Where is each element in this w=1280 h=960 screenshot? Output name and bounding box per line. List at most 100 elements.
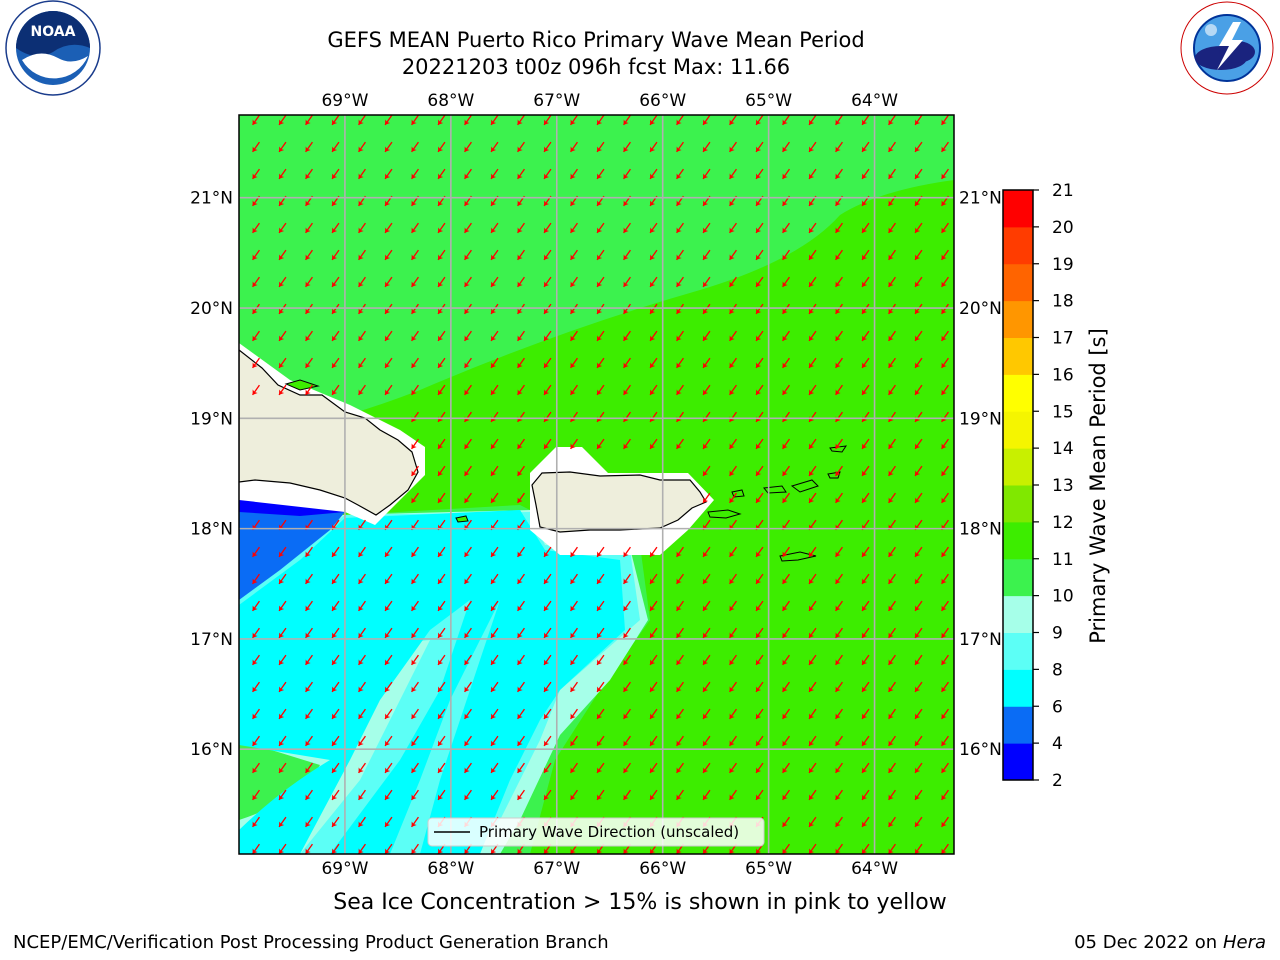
wave-arrow [570, 681, 578, 693]
wave-arrow [835, 141, 843, 153]
wave-arrow [331, 573, 340, 585]
lat-tick-label-right: 20°N [959, 299, 1002, 319]
wave-arrow [623, 681, 631, 693]
wave-arrow [729, 411, 737, 423]
wave-arrow [835, 492, 843, 504]
wave-arrow [914, 735, 923, 747]
wave-arrow [914, 546, 923, 558]
wave-arrow [888, 276, 896, 288]
wave-arrow [331, 249, 340, 261]
wave-arrow [490, 115, 499, 126]
lat-tick-label-left: 16°N [190, 740, 233, 760]
wave-arrow [384, 276, 393, 288]
wave-arrow [623, 762, 631, 774]
wave-arrow [570, 600, 578, 612]
wave-arrow [941, 141, 949, 153]
wave-arrow [252, 303, 260, 315]
wave-arrow [649, 708, 658, 720]
wave-arrow [623, 222, 631, 234]
wave-arrow [941, 816, 949, 828]
wave-arrow [835, 411, 843, 423]
wave-arrow [808, 573, 817, 585]
colorbar-tick-label: 15 [1052, 402, 1074, 422]
wave-arrow [437, 249, 446, 261]
wave-arrow [861, 276, 870, 288]
land-hispaniola [239, 349, 419, 516]
wave-arrow [808, 681, 817, 693]
wave-arrow [517, 249, 525, 261]
wave-arrow [278, 762, 287, 774]
wave-arrow [278, 708, 287, 720]
wave-arrow [517, 222, 525, 234]
lat-tick-label-right: 18°N [959, 520, 1002, 540]
wave-arrow [543, 573, 552, 585]
wave-arrow [888, 492, 896, 504]
wave-arrow [464, 303, 472, 315]
wave-arrow [384, 357, 393, 369]
wave-arrow [702, 627, 711, 639]
wave-arrow [702, 141, 711, 153]
wave-arrow [358, 222, 366, 234]
wave-arrow [543, 115, 552, 126]
wave-arrow [517, 384, 525, 396]
wave-arrow [702, 546, 711, 558]
colorbar-swatch [1003, 558, 1033, 597]
wave-arrow [782, 168, 790, 180]
wave-arrow [676, 222, 684, 234]
wave-arrow [517, 357, 525, 369]
wave-arrow [464, 330, 472, 342]
wave-arrow [808, 546, 817, 558]
wave-arrow [278, 735, 287, 747]
wave-arrow [490, 708, 499, 720]
wave-arrow [623, 546, 631, 558]
wave-arrow [384, 573, 393, 585]
wave-arrow [252, 816, 260, 828]
wave-arrow [543, 330, 552, 342]
wave-arrow [729, 357, 737, 369]
wave-arrow [358, 681, 366, 693]
wave-arrow [278, 222, 287, 234]
colorbar-swatch [1003, 190, 1033, 228]
wave-arrow [517, 789, 525, 801]
wave-arrow [437, 303, 446, 315]
wave-arrow [305, 789, 313, 801]
wave-arrow [861, 546, 870, 558]
island-anegada [829, 445, 848, 453]
wave-arrow [358, 762, 366, 774]
wave-arrow [437, 141, 446, 153]
wave-arrow [490, 600, 499, 612]
wave-arrow [517, 546, 525, 558]
wave-arrow [596, 735, 605, 747]
wave-arrow [914, 357, 923, 369]
wave-arrow [570, 654, 578, 666]
wave-arrow [676, 249, 684, 261]
wave-arrow [676, 276, 684, 288]
wave-arrow [914, 115, 923, 126]
wave-arrow [358, 357, 366, 369]
wave-arrow [411, 762, 419, 774]
lat-tick-label-left: 17°N [190, 630, 233, 650]
wave-arrow [649, 573, 658, 585]
wave-arrow [782, 249, 790, 261]
wave-arrow [570, 438, 578, 450]
wave-arrow [358, 384, 366, 396]
colorbar-swatch [1003, 226, 1033, 265]
wave-arrow [596, 384, 605, 396]
wave-arrow [252, 762, 260, 774]
wave-arrow [702, 357, 711, 369]
chart-subtitle: 20221203 t00z 096h fcst Max: 11.66 [401, 55, 791, 79]
wave-arrow [543, 654, 552, 666]
colorbar-tick-label: 2 [1052, 771, 1063, 791]
wave-arrow [861, 249, 870, 261]
wave-arrow [278, 681, 287, 693]
wave-arrow [464, 492, 472, 504]
wave-arrow [490, 438, 499, 450]
wave-arrow [596, 141, 605, 153]
wave-arrow [861, 115, 870, 126]
wave-arrow [305, 303, 313, 315]
wave-arrow [914, 573, 923, 585]
wave-arrow [808, 627, 817, 639]
wave-arrow [464, 411, 472, 423]
wave-arrow [305, 573, 313, 585]
